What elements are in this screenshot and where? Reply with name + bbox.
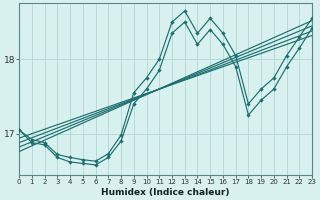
X-axis label: Humidex (Indice chaleur): Humidex (Indice chaleur)	[101, 188, 230, 197]
